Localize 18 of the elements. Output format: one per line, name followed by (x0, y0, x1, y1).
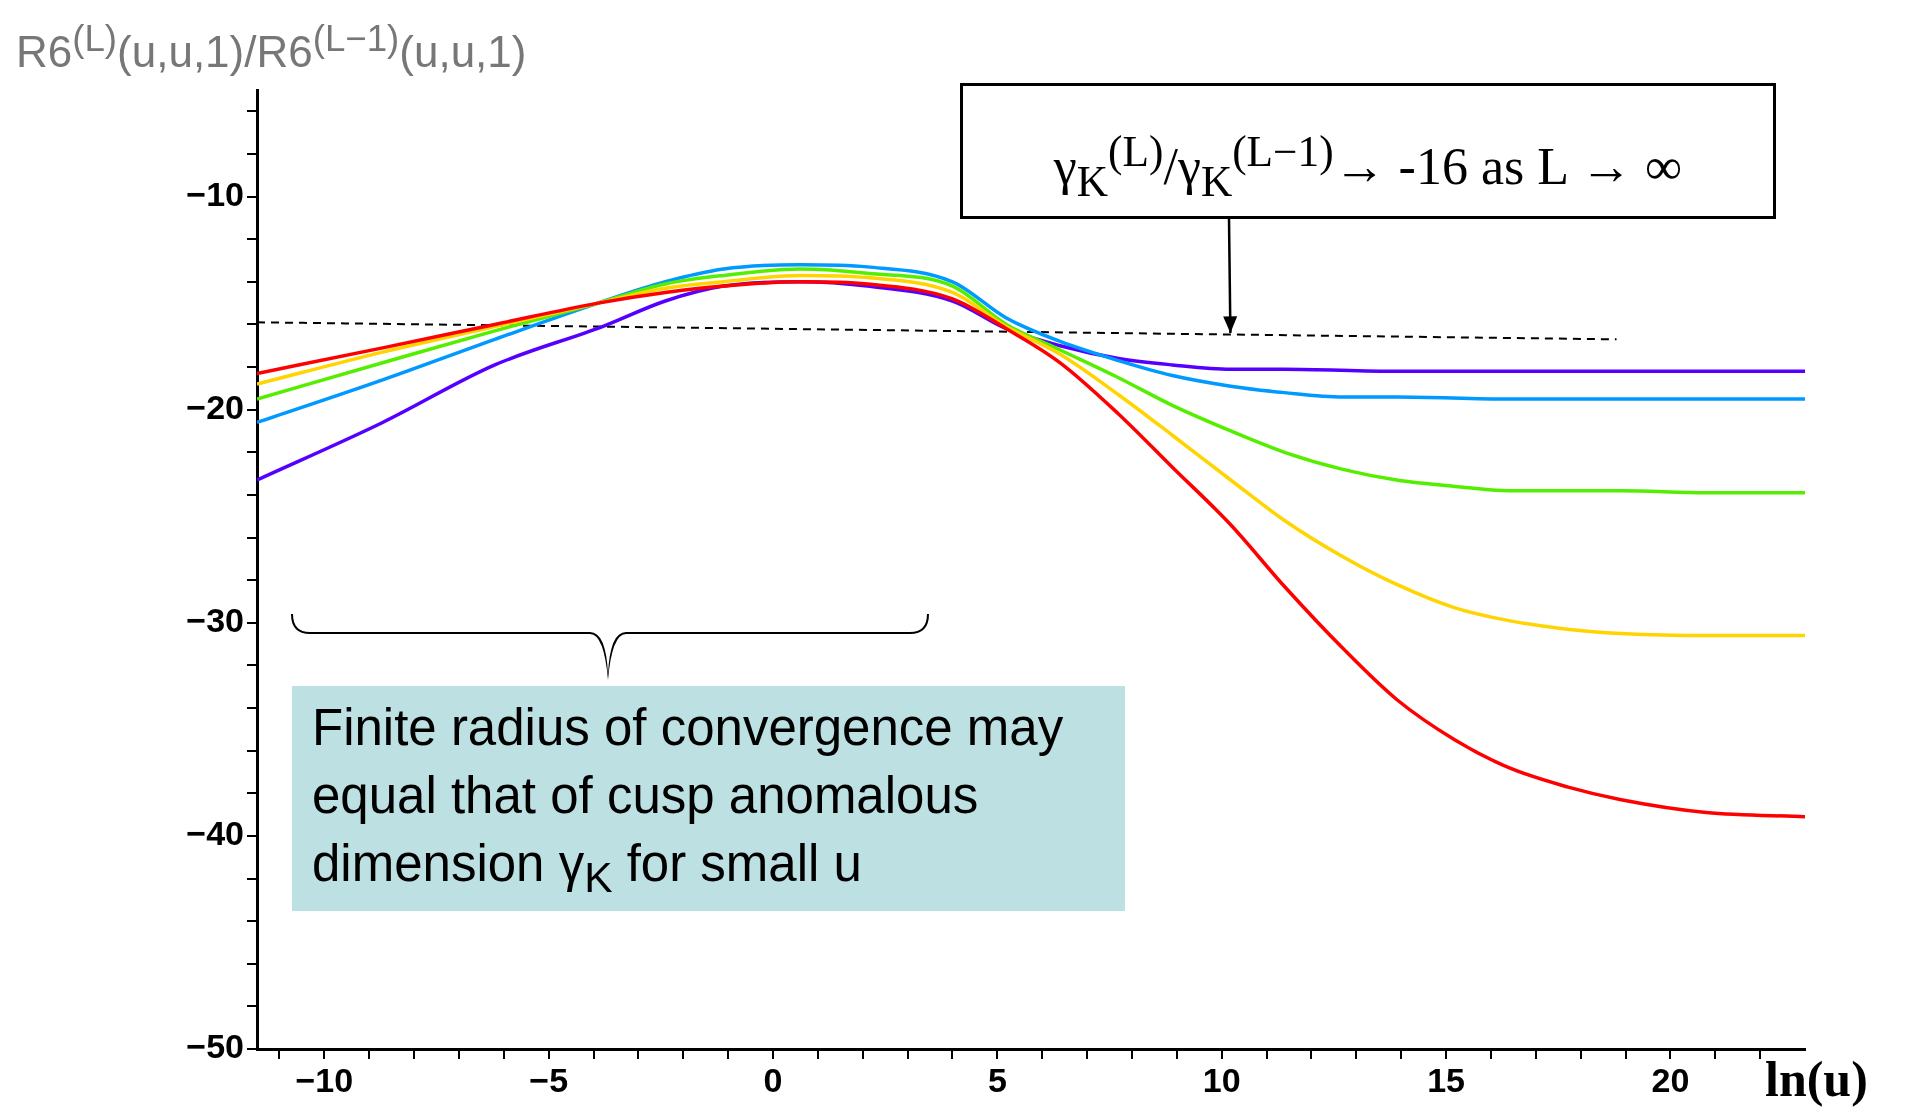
x-tick-label: −10 (295, 1060, 354, 1099)
line-series (257, 263, 1805, 425)
x-tick-label: 10 (1202, 1060, 1241, 1099)
line-series (257, 273, 1805, 638)
x-tick-label: 0 (763, 1060, 783, 1099)
x-tick-label: 20 (1651, 1060, 1690, 1099)
y-tick-label: −50 (186, 1027, 244, 1066)
x-axis-title: ln(u) (1765, 1050, 1868, 1108)
x-tick-label: 5 (987, 1060, 1007, 1099)
y-tick-label: −40 (186, 814, 244, 853)
x-tick-label: −5 (529, 1060, 569, 1099)
annotation: Finite radius of convergence may equal that of cusp anomalous dimension γ$_{K}$ for small u (292, 686, 1125, 911)
y-tick-label: −10 (186, 174, 244, 213)
y-tick-label: −30 (186, 601, 244, 640)
y-tick-label: −20 (186, 388, 244, 427)
x-tick-label: 15 (1427, 1060, 1465, 1099)
annotation: γ$_{K}$$^{(L)}$/γ$_{K}$$^{(L−1)}$→ -16 as L → ∞ (960, 83, 1776, 219)
y-axis-title: R6$^{(L)}$(u,u,1)/R6$^{(L−1)}$(u,u,1) (16, 18, 527, 77)
